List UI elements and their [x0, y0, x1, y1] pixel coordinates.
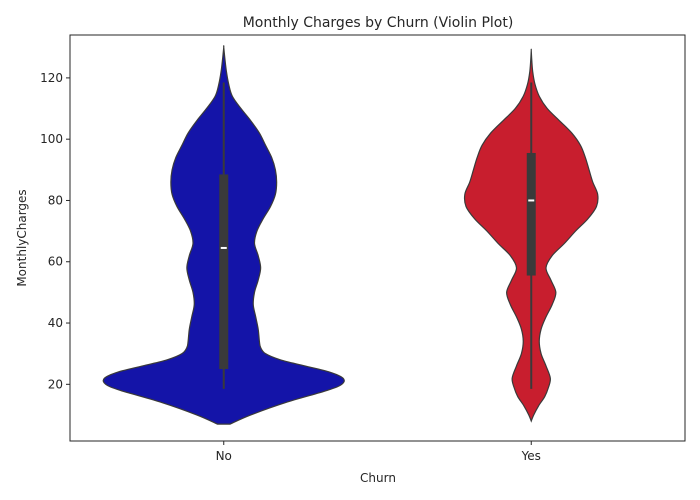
violin-no [102, 45, 345, 425]
y-tick-label-20: 20 [48, 377, 63, 391]
iqr-box-no [219, 174, 229, 369]
x-axis-label: Churn [360, 471, 396, 485]
y-tick-label-40: 40 [48, 316, 63, 330]
x-axis: No Yes [216, 441, 541, 463]
y-axis-label: MonthlyCharges [15, 189, 29, 286]
x-tick-label-yes: Yes [521, 449, 541, 463]
y-axis: 20 40 60 80 100 120 [40, 71, 70, 391]
y-tick-label-80: 80 [48, 193, 63, 207]
plot-frame [69, 34, 686, 442]
plot-area [102, 45, 599, 425]
y-tick-label-60: 60 [48, 255, 63, 269]
x-tick-label-no: No [216, 449, 232, 463]
chart-title: Monthly Charges by Churn (Violin Plot) [243, 15, 514, 31]
y-tick-label-100: 100 [40, 132, 63, 146]
iqr-box-yes [526, 152, 536, 276]
y-tick-label-120: 120 [40, 71, 63, 85]
violin-yes [463, 48, 599, 423]
